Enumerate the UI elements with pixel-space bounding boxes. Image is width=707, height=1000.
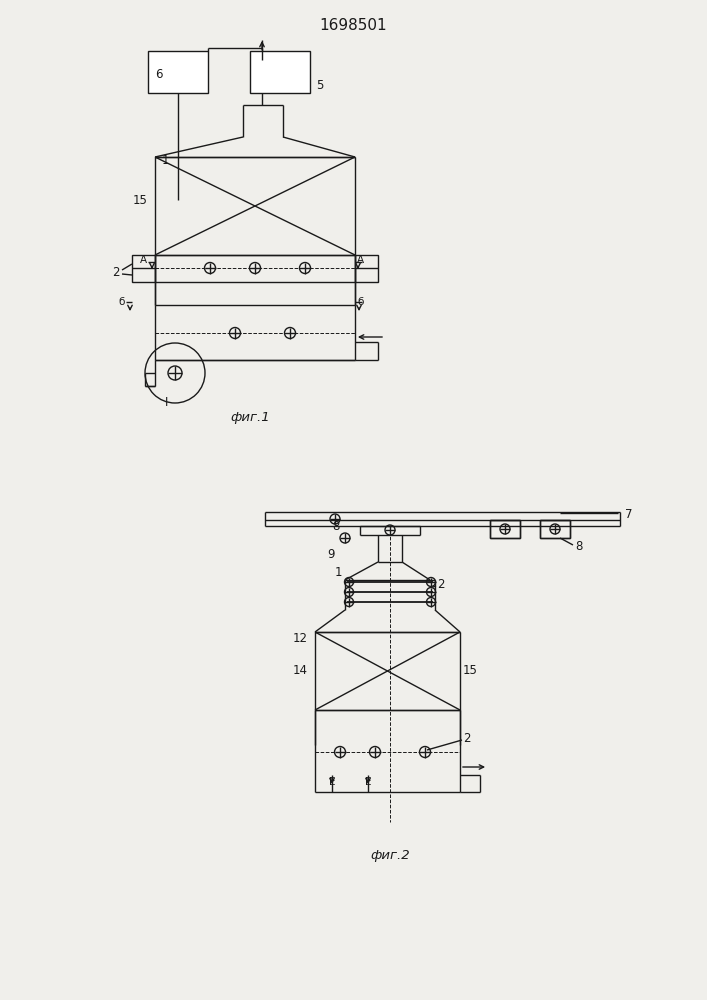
Text: 6: 6 <box>155 68 163 81</box>
Text: E: E <box>329 777 335 787</box>
Text: A: A <box>357 255 364 265</box>
Text: 7: 7 <box>625 508 633 522</box>
Text: 15: 15 <box>133 194 148 207</box>
Bar <box>132 255 155 282</box>
Bar <box>540 520 570 538</box>
Text: 12: 12 <box>293 632 308 645</box>
Text: б: б <box>357 297 363 307</box>
Bar <box>148 51 208 93</box>
Text: 15: 15 <box>463 664 478 676</box>
Text: фиг.2: фиг.2 <box>370 848 410 861</box>
Text: 8: 8 <box>575 540 583 554</box>
Text: 5: 5 <box>316 79 323 92</box>
Text: I: I <box>165 395 168 408</box>
Text: фиг.1: фиг.1 <box>230 410 270 424</box>
Bar <box>355 255 378 282</box>
Text: 8: 8 <box>332 520 340 534</box>
Text: 1: 1 <box>334 566 342 578</box>
Text: 2: 2 <box>437 578 445 591</box>
Bar <box>250 51 310 93</box>
Text: 1698501: 1698501 <box>319 17 387 32</box>
Text: 14: 14 <box>293 664 308 676</box>
Text: б: б <box>119 297 125 307</box>
Text: E: E <box>365 777 371 787</box>
Text: 2: 2 <box>463 732 470 744</box>
Text: 2: 2 <box>112 265 120 278</box>
Text: A: A <box>140 255 147 265</box>
Text: 1: 1 <box>162 153 170 166</box>
Text: 9: 9 <box>327 548 335 562</box>
Bar <box>490 520 520 538</box>
